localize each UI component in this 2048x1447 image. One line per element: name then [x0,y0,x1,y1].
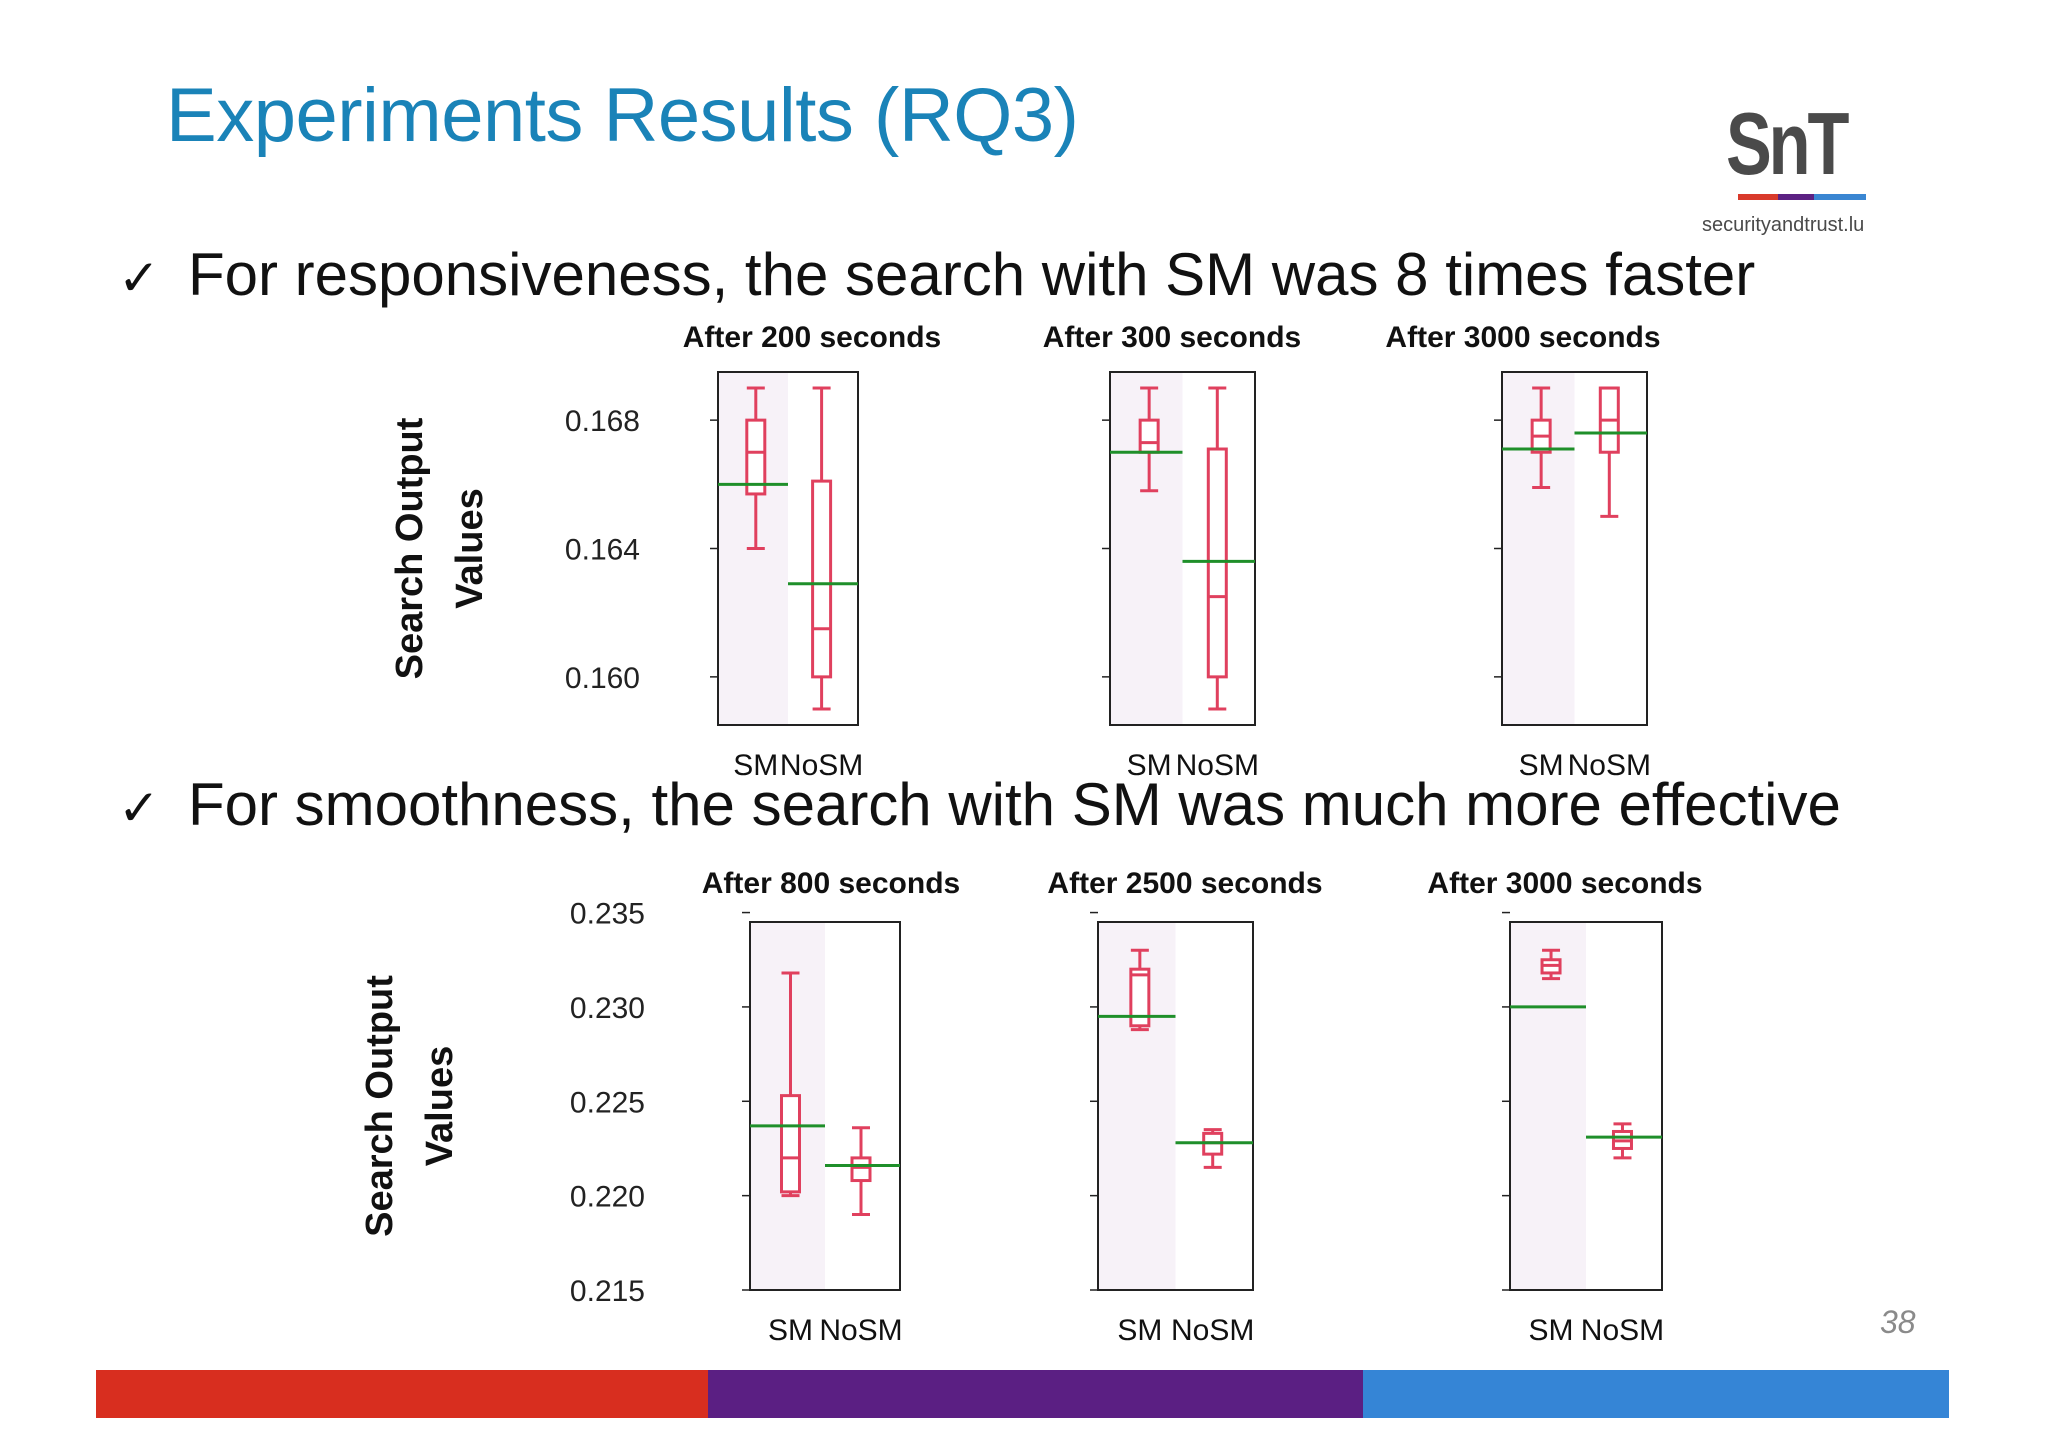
logo-stripe-blue [1814,194,1866,200]
box [811,479,833,679]
logo-stripe-red [1738,194,1778,200]
smoothness-boxplot-chart: Search Output Values 0.235 0.230 0.225 0.220 0… [359,867,1703,1347]
panel-title: After 800 seconds [702,867,960,900]
x-category-label: SM [1127,749,1172,782]
box [1129,967,1151,1028]
x-category-label: NoSM [819,1314,902,1347]
check-icon: ✓ [118,249,160,307]
y-axis-label-line1: Search Output [359,975,401,1237]
bullet-text: For smoothness, the search with SM was m… [188,771,1841,838]
responsiveness-boxplot-chart: Search Output Values 0.168 0.164 0.160 After … [389,321,1661,782]
x-category-label: NoSM [780,749,863,782]
panel-title: After 2500 seconds [1047,867,1322,900]
boxplot-panel: After 300 seconds SM NoSM [1043,321,1301,782]
panel-frame [1509,921,1663,1291]
x-category-label: NoSM [1176,749,1259,782]
snt-logo: SnT securityandtrust.lu [1690,100,1890,240]
x-category-label: SM [1529,1314,1574,1347]
x-category-label: NoSM [1171,1314,1254,1347]
box [745,418,767,496]
box [850,1156,872,1183]
page-number: 38 [1880,1304,1916,1340]
logo-stripe-purple [1778,194,1814,200]
y-tick-label: 0.215 [570,1275,645,1308]
bullet-responsiveness: ✓ For responsiveness, the search with SM … [118,240,1755,309]
footer-bar-purple [708,1370,1363,1418]
boxplot-panel: After 3000 seconds SM NoSM [1427,867,1702,1347]
x-category-label: SM [768,1314,813,1347]
bullet-text: For responsiveness, the search with SM w… [188,241,1756,308]
slide-title: Experiments Results (RQ3) [166,73,1079,158]
y-tick-label: 0.220 [570,1181,645,1214]
y-axis-label-line2: Values [449,488,491,608]
category-band [1511,922,1586,1290]
y-tick-label: 0.230 [570,992,645,1025]
bullet-smoothness: ✓ For smoothness, the search with SM was … [118,770,1841,839]
box [1138,418,1160,454]
logo-mark: SnT [1726,94,1849,193]
boxplot-panel: After 800 seconds SM NoSM [702,867,960,1347]
y-tick-label: 0.160 [565,662,640,695]
panel-title: After 200 seconds [683,321,941,354]
boxplot-panel: After 200 seconds SM NoSM [683,321,941,782]
boxplot-panel: After 3000 seconds SM NoSM [1385,321,1660,782]
x-category-label: SM [1117,1314,1162,1347]
y-axis-label-line2: Values [419,1046,461,1166]
x-category-label: SM [733,749,778,782]
x-category-label: NoSM [1581,1314,1664,1347]
y-tick-label: 0.168 [565,405,640,438]
y-axis-label-line1: Search Output [389,417,431,679]
box [780,1094,801,1194]
panel-title: After 3000 seconds [1427,867,1702,900]
footer-bar-red [96,1370,708,1418]
x-category-label: SM [1519,749,1564,782]
y-tick-label: 0.164 [565,534,640,567]
check-icon: ✓ [118,779,160,837]
panel-frame [749,921,901,1291]
y-tick-label: 0.235 [570,898,645,931]
panel-frame [1097,921,1254,1291]
panel-title: After 3000 seconds [1385,321,1660,354]
panel-title: After 300 seconds [1043,321,1301,354]
box [1206,447,1228,679]
y-axis-label: Search Output Values [359,975,461,1237]
logo-url: securityandtrust.lu [1702,214,1865,236]
boxplot-panel: After 2500 seconds SM NoSM [1047,867,1322,1347]
x-category-label: NoSM [1568,749,1651,782]
footer-bar-blue [1363,1370,1949,1418]
y-tick-label: 0.225 [570,1086,645,1119]
y-axis-label: Search Output Values [389,417,491,679]
